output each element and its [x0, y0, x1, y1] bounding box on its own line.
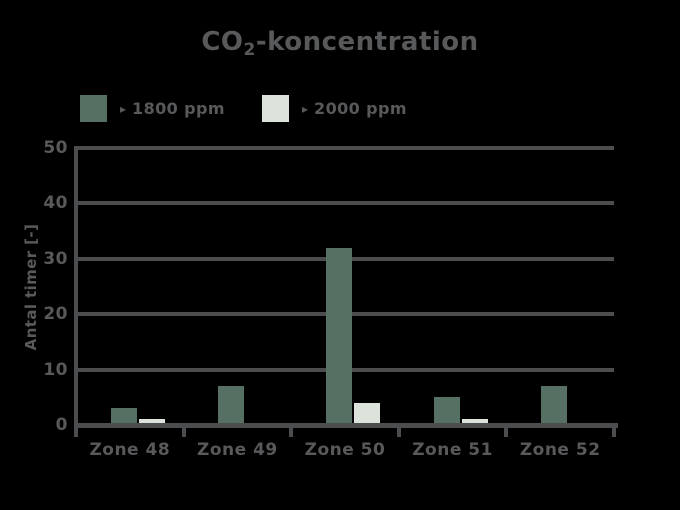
y-tick-label-10: 10	[43, 359, 68, 380]
title-subscript: 2	[243, 40, 256, 60]
y-axis-title: Antal timer [-]	[22, 223, 40, 351]
bar-light-zone-51	[461, 419, 488, 425]
bar-light-zone-50	[354, 402, 380, 425]
bar-dark-zone-51	[433, 397, 460, 425]
x-tick-5	[612, 428, 616, 437]
y-tick-label-20: 20	[43, 304, 68, 325]
x-label-zone-48: Zone 48	[89, 440, 171, 460]
title-text: CO	[201, 27, 244, 57]
x-tick-1	[181, 428, 186, 437]
y-tick-label-50: 50	[43, 138, 68, 158]
title-text-suffix: -koncentration	[255, 27, 479, 57]
gridline-40	[76, 201, 614, 206]
y-axis-line	[74, 146, 78, 428]
x-axis-line	[74, 423, 618, 428]
legend-label: 1800 ppm	[132, 99, 225, 118]
bar-dark-zone-48	[110, 408, 137, 425]
x-label-zone-50: Zone 50	[304, 440, 386, 460]
bar-dark-zone-50	[326, 247, 352, 425]
legend-item-gt-1800ppm: ▸ 1800 ppm	[80, 95, 225, 122]
y-tick-label-0: 0	[55, 415, 68, 435]
x-label-zone-52: Zone 52	[519, 440, 601, 460]
x-label-zone-51: Zone 51	[412, 440, 493, 460]
x-label-zone-49: Zone 49	[197, 440, 278, 460]
chart-title: CO2-koncentration	[0, 27, 680, 60]
bar-dark-zone-52	[541, 386, 568, 425]
greater-than-icon: ▸	[120, 101, 127, 116]
legend-swatch-dark-green	[80, 95, 107, 122]
bar-light-zone-48	[138, 419, 165, 425]
legend-label: 2000 ppm	[314, 99, 407, 118]
gridline-50	[76, 146, 614, 150]
x-tick-0	[74, 428, 78, 437]
x-tick-2	[289, 428, 294, 437]
y-tick-label-40: 40	[43, 193, 68, 214]
y-tick-label-30: 30	[43, 248, 68, 269]
greater-than-icon: ▸	[302, 101, 309, 116]
x-tick-4	[504, 428, 509, 437]
bar-dark-zone-49	[218, 386, 245, 425]
legend-item-gt-2000ppm: ▸ 2000 ppm	[262, 95, 407, 122]
x-tick-3	[396, 428, 401, 437]
legend-swatch-light-green	[262, 95, 289, 122]
